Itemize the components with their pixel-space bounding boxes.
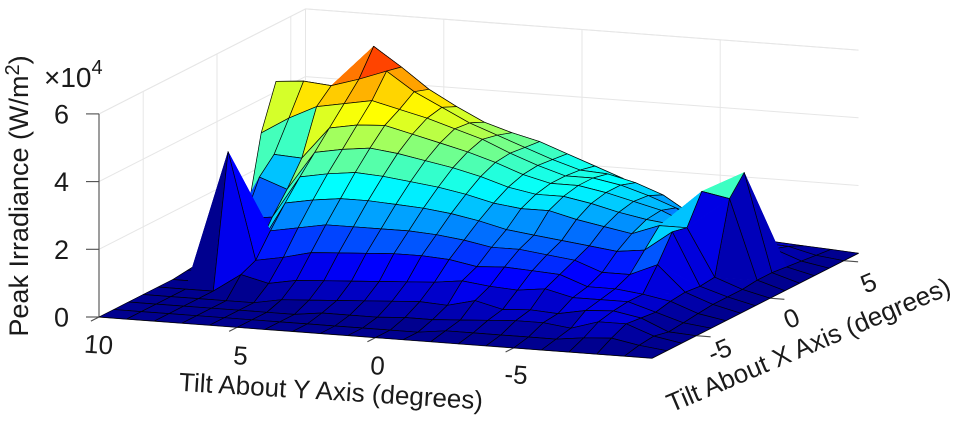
svg-text:6: 6	[54, 99, 69, 129]
svg-text:Peak Irradiance (W/m2): Peak Irradiance (W/m2)	[2, 55, 34, 336]
svg-text:0: 0	[369, 350, 386, 381]
svg-text:5: 5	[232, 340, 249, 371]
svg-text:10: 10	[83, 329, 114, 361]
svg-text:4: 4	[54, 167, 69, 197]
svg-text:-5: -5	[504, 359, 529, 391]
svg-text:0: 0	[54, 303, 69, 333]
svg-text:2: 2	[54, 235, 69, 265]
